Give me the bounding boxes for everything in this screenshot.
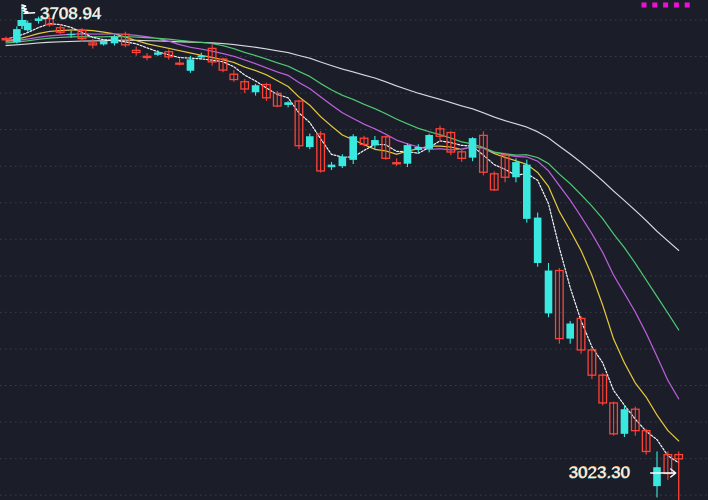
svg-text:3023.30: 3023.30 [569, 463, 630, 482]
svg-text:3708.94: 3708.94 [40, 4, 101, 23]
